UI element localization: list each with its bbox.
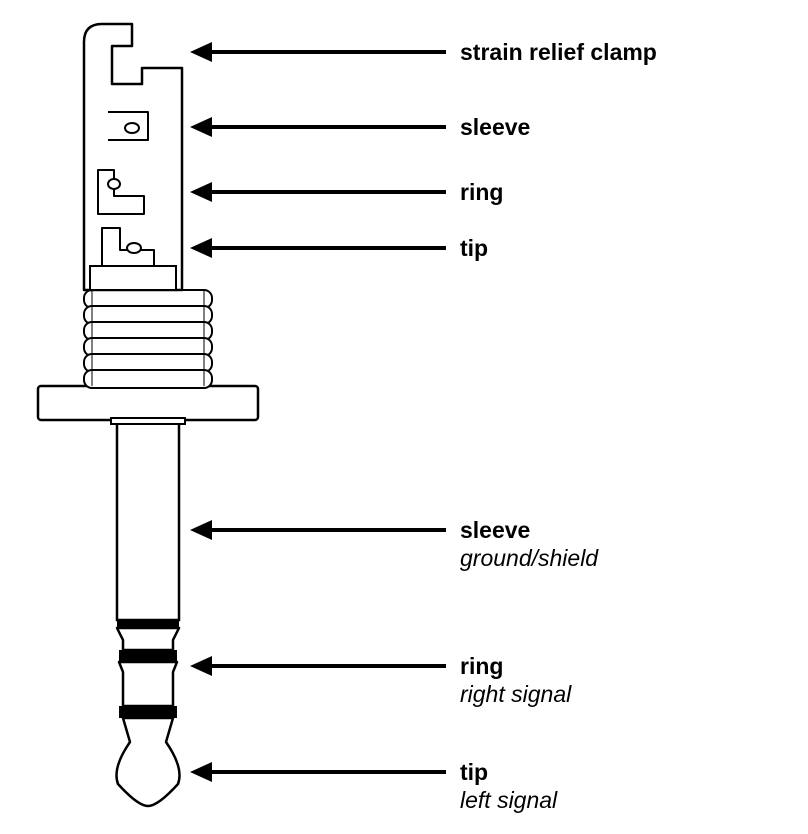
label-ring-top: ring (460, 179, 503, 205)
label-bold: ring (460, 179, 503, 205)
label-sleeve-body: sleeveground/shield (460, 517, 599, 571)
label-tip-top: tip (460, 235, 488, 261)
connector-drawing (38, 24, 258, 806)
label-bold: sleeve (460, 114, 530, 140)
label-ring-body: ringright signal (460, 653, 572, 707)
arrow-head (190, 238, 212, 258)
trs-jack-diagram: strain relief clampsleeveringtipsleevegr… (0, 0, 808, 834)
arrow-head (190, 42, 212, 62)
label-strain-relief-clamp: strain relief clamp (460, 39, 657, 65)
arrow-head (190, 656, 212, 676)
label-tip-body: tipleft signal (460, 759, 558, 813)
arrow-head (190, 762, 212, 782)
arrow-head (190, 182, 212, 202)
label-bold: sleeve (460, 517, 530, 543)
arrow-head (190, 520, 212, 540)
label-bold: tip (460, 235, 488, 261)
label-italic: right signal (460, 681, 572, 707)
label-sleeve-top: sleeve (460, 114, 530, 140)
arrow-head (190, 117, 212, 137)
label-bold: strain relief clamp (460, 39, 657, 65)
label-italic: ground/shield (460, 545, 599, 571)
label-italic: left signal (460, 787, 558, 813)
label-bold: tip (460, 759, 488, 785)
label-bold: ring (460, 653, 503, 679)
label-texts: strain relief clampsleeveringtipsleevegr… (460, 39, 657, 813)
